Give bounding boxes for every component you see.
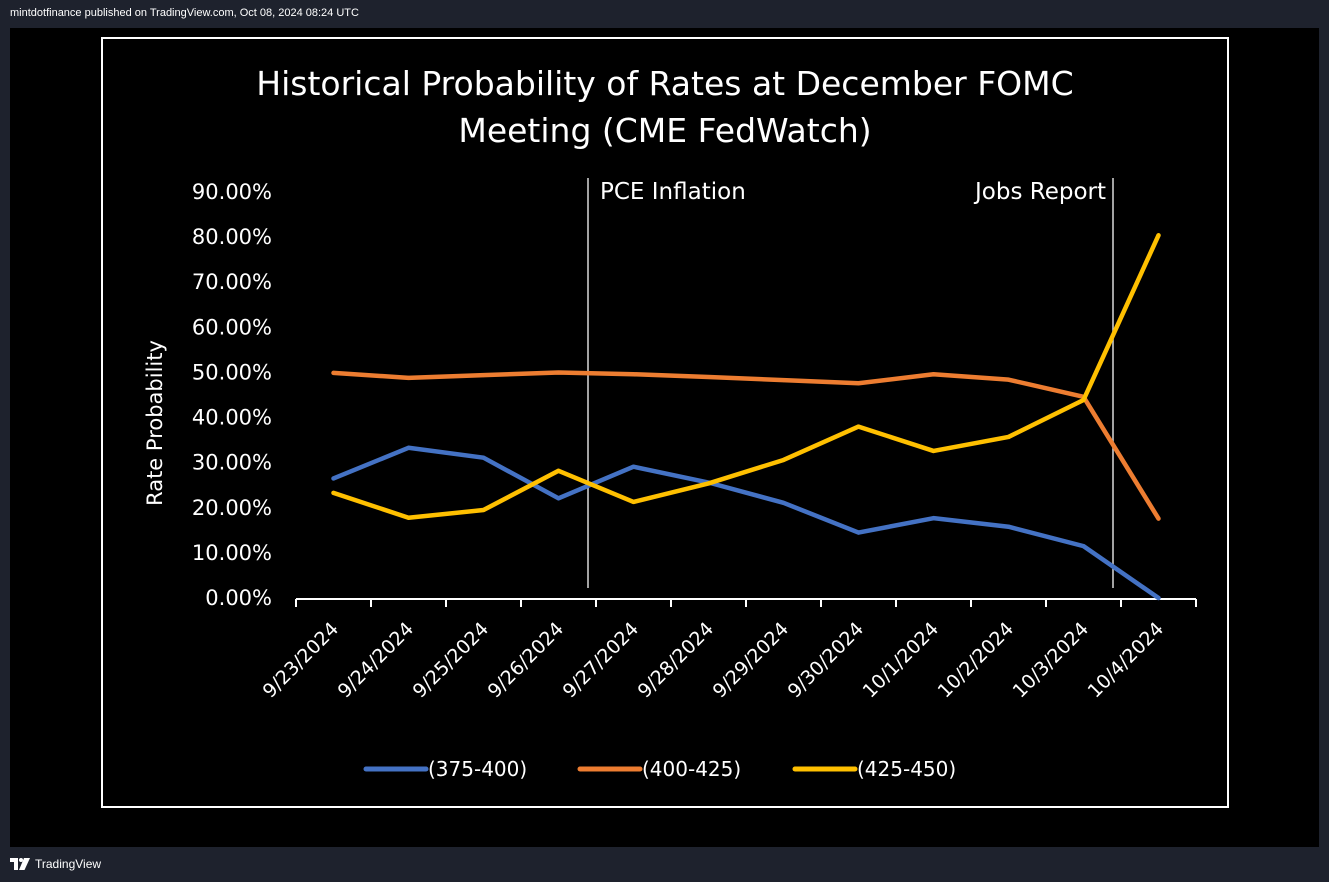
y-tick-label: 90.00%	[192, 180, 272, 204]
data-point	[1081, 544, 1086, 549]
chart-frame	[101, 37, 1229, 808]
data-point	[1156, 233, 1161, 238]
x-tick-label: 9/24/2024	[334, 618, 418, 702]
x-tick-label: 9/30/2024	[784, 618, 868, 702]
y-tick-label: 70.00%	[192, 270, 272, 294]
data-point	[781, 378, 786, 383]
y-tick-label: 40.00%	[192, 406, 272, 430]
data-point	[781, 500, 786, 505]
chart-canvas: Historical Probability of Rates at Decem…	[10, 28, 1319, 847]
y-tick-label: 10.00%	[192, 541, 272, 565]
data-point	[856, 381, 861, 386]
data-point	[556, 468, 561, 473]
data-point	[856, 530, 861, 535]
data-point	[331, 370, 336, 375]
series-line	[331, 445, 1161, 601]
footer-bar: TradingView	[0, 847, 1329, 882]
data-point	[406, 375, 411, 380]
data-point	[931, 448, 936, 453]
data-point	[781, 457, 786, 462]
tradingview-logo-icon	[10, 858, 30, 870]
data-point	[631, 372, 636, 377]
data-point	[1006, 434, 1011, 439]
data-point	[331, 476, 336, 481]
data-point	[406, 445, 411, 450]
data-point	[631, 499, 636, 504]
data-point	[481, 455, 486, 460]
series-line	[331, 233, 1161, 520]
chart-title-line1: Historical Probability of Rates at Decem…	[256, 64, 1073, 103]
legend: (375-400) (400-425) (425-450)	[363, 757, 956, 781]
tradingview-brand[interactable]: TradingView	[10, 857, 101, 871]
publication-header: mintdotfinance published on TradingView.…	[0, 0, 1329, 28]
x-tick-label: 9/29/2024	[709, 618, 793, 702]
data-point	[931, 372, 936, 377]
x-tick-label: 10/4/2024	[1084, 618, 1168, 702]
x-tick-label: 10/1/2024	[859, 618, 943, 702]
data-point	[406, 515, 411, 520]
data-point	[631, 464, 636, 469]
data-point	[1156, 516, 1161, 521]
y-tick-label: 50.00%	[192, 360, 272, 384]
annotation-label: Jobs Report	[973, 179, 1106, 205]
x-tick-label: 9/26/2024	[484, 618, 568, 702]
x-tick-label: 10/2/2024	[934, 618, 1018, 702]
x-tick-label: 9/28/2024	[634, 618, 718, 702]
data-point	[331, 490, 336, 495]
legend-label: (425-450)	[857, 757, 956, 781]
x-tick-label: 9/25/2024	[409, 618, 493, 702]
x-axis: 9/23/20249/24/20249/25/20249/26/20249/27…	[259, 598, 1197, 702]
y-axis-label: Rate Probability	[143, 340, 167, 506]
annotation-label: PCE Inflation	[600, 179, 746, 205]
y-tick-label: 0.00%	[205, 586, 272, 610]
chart-svg: Historical Probability of Rates at Decem…	[101, 37, 1229, 808]
data-point	[856, 424, 861, 429]
y-tick-label: 60.00%	[192, 315, 272, 339]
data-point	[706, 374, 711, 379]
y-tick-label: 30.00%	[192, 451, 272, 475]
data-point	[556, 370, 561, 375]
data-point	[481, 373, 486, 378]
x-tick-label: 10/3/2024	[1009, 618, 1093, 702]
publication-date: published on TradingView.com, Oct 08, 20…	[84, 7, 359, 19]
data-point	[1006, 524, 1011, 529]
data-point	[706, 481, 711, 486]
legend-label: (375-400)	[428, 757, 527, 781]
y-tick-label: 80.00%	[192, 225, 272, 249]
legend-label: (400-425)	[642, 757, 741, 781]
tradingview-brand-label: TradingView	[35, 857, 102, 871]
data-point	[481, 508, 486, 513]
data-point	[931, 516, 936, 521]
annotations: PCE Inflation Jobs Report	[587, 178, 1114, 588]
publication-info: mintdotfinance published on TradingView.…	[10, 7, 359, 19]
series-line	[331, 370, 1161, 521]
data-point	[1006, 377, 1011, 382]
series-lines	[331, 233, 1161, 601]
data-point	[556, 496, 561, 501]
x-tick-label: 9/27/2024	[559, 618, 643, 702]
data-point	[1156, 596, 1161, 600]
chart-title-line2: Meeting (CME FedWatch)	[458, 111, 871, 150]
y-tick-label: 20.00%	[192, 496, 272, 520]
x-tick-label: 9/23/2024	[259, 618, 343, 702]
data-point	[1081, 397, 1086, 402]
y-axis-ticks: 0.00% 10.00% 20.00% 30.00% 40.00% 50.00% 60.00…	[192, 180, 272, 610]
publisher-name[interactable]: mintdotfinance	[10, 7, 82, 19]
